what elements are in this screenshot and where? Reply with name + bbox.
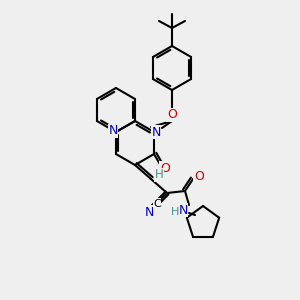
Text: N: N bbox=[144, 206, 154, 218]
Text: O: O bbox=[167, 109, 177, 122]
Text: C: C bbox=[153, 199, 161, 209]
Text: O: O bbox=[194, 169, 204, 182]
Text: O: O bbox=[160, 162, 170, 175]
Text: N: N bbox=[178, 203, 188, 217]
Text: N: N bbox=[152, 125, 161, 139]
Text: N: N bbox=[108, 124, 118, 137]
Text: H: H bbox=[171, 207, 179, 217]
Text: H: H bbox=[154, 169, 164, 182]
